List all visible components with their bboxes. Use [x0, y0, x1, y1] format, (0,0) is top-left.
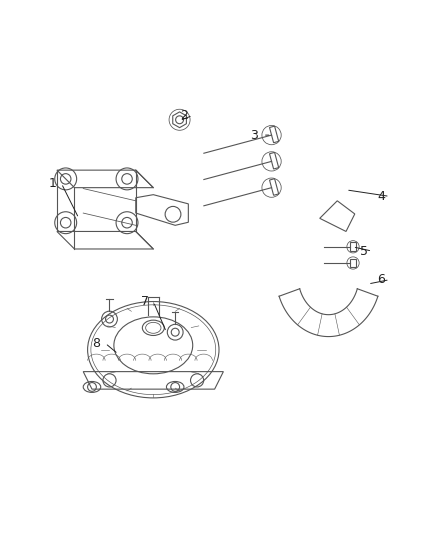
Text: 6: 6: [377, 273, 385, 286]
Text: 3: 3: [250, 128, 258, 142]
Text: 7: 7: [141, 295, 148, 308]
Text: 5: 5: [360, 245, 367, 257]
Text: 8: 8: [92, 337, 100, 350]
Text: 1: 1: [49, 177, 57, 190]
Text: 2: 2: [180, 109, 188, 122]
Text: 4: 4: [377, 190, 385, 203]
